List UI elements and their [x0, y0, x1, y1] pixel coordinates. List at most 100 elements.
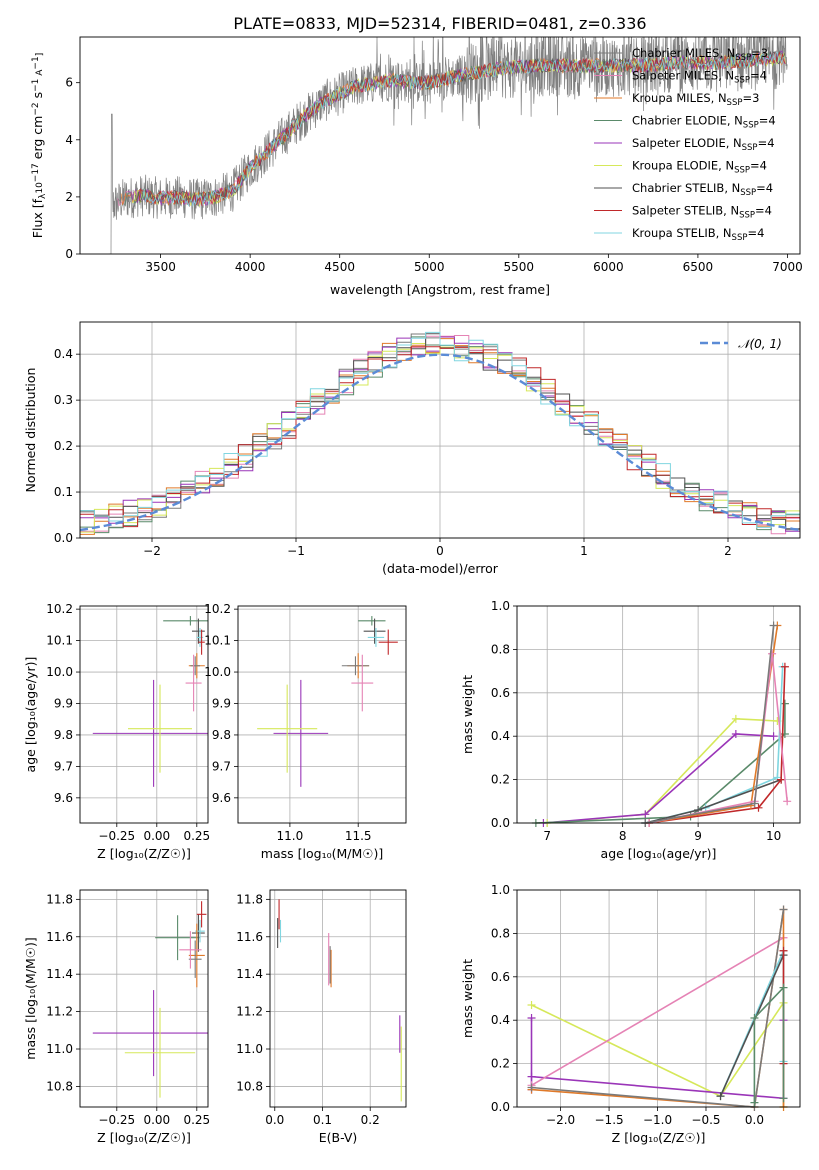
legend-tail: =3 [742, 91, 759, 105]
plus-marker [731, 730, 740, 739]
data-point-salpeter-elodie [92, 990, 208, 1077]
spectrum-lines [108, 37, 788, 254]
y-tick-label: 0 [65, 247, 73, 261]
legend-label: Salpeter STELIB, NSSP=4 [632, 204, 772, 221]
axes-frame [79, 605, 209, 824]
legend-sub: SSP [734, 166, 750, 176]
histogram-kroupa-stelib [80, 331, 800, 528]
model-line-salpeter-stelib [138, 51, 786, 206]
y-tick-label: 11.2 [46, 1005, 73, 1019]
legend-item: Salpeter MILES, NSSP=4 [594, 69, 767, 86]
y-tick-label: 0.4 [491, 729, 510, 743]
plus-marker [641, 810, 650, 819]
x-tick-label: 6500 [683, 260, 714, 274]
y-label-part: 10 [35, 182, 45, 194]
y-label-part: −1 [31, 79, 41, 92]
plus-marker [527, 1083, 536, 1092]
data-point-kroupa-elodie [124, 1007, 196, 1098]
plus-marker [783, 797, 792, 806]
data-point-chabrier-miles [341, 656, 370, 676]
y-tick-label: 0.6 [491, 970, 510, 984]
legend-item: Salpeter STELIB, NSSP=4 [594, 204, 772, 221]
x-tick-label: 2 [724, 544, 732, 558]
axes-frame [269, 889, 407, 1108]
plus-marker [527, 1072, 536, 1081]
y-tick-label: 1.0 [491, 599, 510, 613]
x-tick-label: −0.25 [98, 1113, 135, 1127]
plus-marker [527, 1014, 536, 1023]
legend-sub: SSP [743, 121, 759, 131]
legend-tail: =4 [750, 159, 767, 173]
model-line-kroupa-stelib [142, 51, 785, 208]
grid-lines [238, 606, 406, 823]
x-tick-label: −0.25 [98, 829, 135, 843]
axes-frame [79, 889, 209, 1108]
error-bars [277, 899, 402, 1102]
legend-sub: SSP [740, 188, 756, 198]
plus-marker [780, 662, 789, 671]
x-axis-label: Z [log₁₀(Z/Z☉)] [612, 1130, 706, 1145]
data-point-chabrier-elodie [155, 915, 200, 961]
y-tick-label: 2 [65, 190, 73, 204]
tick-marks: 3500 4000 4500 5000 5500 6000 6500 7000 0 2 4 6 [65, 76, 802, 274]
y-tick-label: 11.8 [46, 892, 73, 906]
y-tick-label: 0.0 [491, 816, 510, 830]
data-point-salpeter-stelib [198, 629, 205, 655]
x-tick-label: −1.0 [643, 1113, 672, 1127]
data-point-salpeter-elodie [92, 679, 208, 787]
y-tick-label: 0.2 [491, 773, 510, 787]
y-tick-label: 10.2 [46, 602, 73, 616]
series-salpeter-elodie [539, 730, 778, 827]
x-tick-label: 8 [619, 829, 627, 843]
legend-name: Chabrier ELODIE, N [632, 114, 743, 128]
series-chabrier-miles [641, 621, 778, 827]
legend-name: Kroupa STELIB, N [632, 226, 732, 240]
y-tick-label: 0.0 [491, 1100, 510, 1114]
legend-label: 𝒩(0, 1) [738, 337, 782, 351]
y-tick-label: 9.7 [212, 759, 231, 773]
grid-lines [517, 605, 800, 824]
normal-curve [80, 353, 800, 532]
plus-marker [527, 1001, 536, 1010]
residuals-panel: −2 −1 0 1 2 0.0 0.1 0.2 0.3 0.4 (data-model)/error… [23, 321, 801, 576]
y-tick-label: 11.6 [46, 930, 73, 944]
series-line [648, 666, 786, 824]
legend-name: Salpeter STELIB, N [632, 204, 739, 218]
x-axis-label: wavelength [Angstrom, rest frame] [330, 282, 550, 297]
plus-marker [750, 1014, 759, 1023]
x-tick-label: 0.1 [313, 1113, 332, 1127]
series-line [543, 733, 774, 824]
age-vs-metallicity-panel: −0.25 0.00 0.25 9.6 9.7 9.8 9.9 10.0 10.1 10.2 Z [… [23, 602, 210, 861]
plus-marker [779, 905, 788, 914]
y-tick-label: 0.6 [491, 686, 510, 700]
legend-tail: =3 [751, 46, 768, 60]
y-tick-label: 6 [65, 76, 73, 90]
x-tick-label: −2.0 [546, 1113, 575, 1127]
mass-weight-vs-age-panel: 7 8 9 10 0.0 0.2 0.4 0.6 0.8 1.0 age [log₁₀(age/yr… [460, 599, 801, 861]
legend-name: Chabrier STELIB, N [632, 181, 740, 195]
y-tick-label: 0.0 [54, 531, 73, 545]
legend-label: Kroupa MILES, NSSP=3 [632, 91, 759, 108]
legend-sub: SSP [732, 233, 748, 243]
grid-lines [80, 606, 208, 823]
y-tick-label: 11.6 [236, 930, 263, 944]
data-point-chabrier-stelib [192, 618, 205, 644]
mass-weight-vs-metallicity-panel: −2.0 −1.5 −1.0 −0.5 0.0 0.0 0.2 0.4 0.6 0.8 1.0 Z [… [460, 883, 801, 1145]
y-axis-label: mass [log₁₀(M/M☉)] [23, 937, 38, 1059]
spectrum-panel: 3500 4000 4500 5000 5500 6000 6500 7000 0 2 4 6 wave… [30, 36, 803, 297]
legend-label: Chabrier ELODIE, NSSP=4 [632, 114, 776, 131]
data-point-chabrier-stelib [363, 618, 386, 644]
y-tick-label: 9.9 [54, 696, 73, 710]
y-label-part: λ [38, 193, 48, 199]
y-label-part: Flux [f [30, 198, 45, 238]
y-tick-label: 10.8 [46, 1079, 73, 1093]
legend-item: Kroupa ELODIE, NSSP=4 [594, 159, 767, 176]
x-axis-label: (data-model)/error [382, 561, 499, 576]
legend-item: Kroupa MILES, NSSP=3 [594, 91, 759, 108]
x-tick-label: 5500 [504, 260, 535, 274]
data-point-kroupa-elodie [128, 684, 192, 773]
weight-lines [531, 621, 792, 827]
x-tick-label: 0 [436, 544, 444, 558]
grid-lines [517, 889, 800, 1108]
